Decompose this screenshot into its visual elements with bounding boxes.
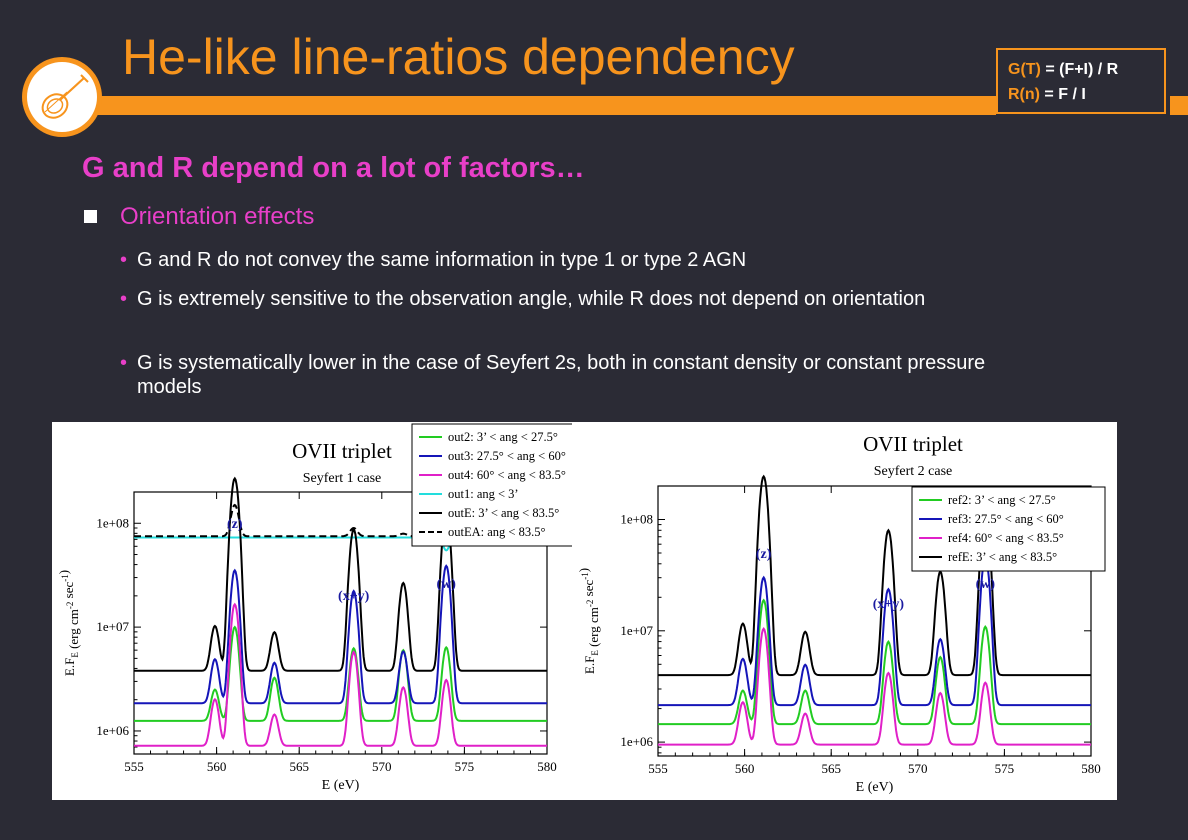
bullet-dot: • xyxy=(120,352,128,374)
legend-entry: refE: 3’ < ang < 83.5° xyxy=(948,550,1057,564)
y-axis-label-part: -2 xyxy=(585,600,595,608)
legend-entry: out1: ang < 3’ xyxy=(448,487,519,501)
legend-entry: outEA: ang < 83.5° xyxy=(448,525,545,539)
peak-label: (z) xyxy=(756,547,772,562)
y-axis-label-part: -2 xyxy=(65,602,75,610)
x-tick-label: 575 xyxy=(455,759,475,774)
series-line xyxy=(134,602,547,747)
y-axis-label-part: -1 xyxy=(580,572,590,580)
series-line xyxy=(658,554,1091,707)
legend-entry: out3: 27.5° < ang < 60° xyxy=(448,449,566,463)
x-tick-label: 570 xyxy=(908,761,928,776)
y-axis-label: E.FE (erg cm-2 sec-1) xyxy=(576,568,601,674)
g-formula: G(T) = (F+I) / R xyxy=(1008,57,1164,82)
peak-label: (z) xyxy=(227,517,243,532)
x-tick-label: 560 xyxy=(735,761,755,776)
header-bar-end xyxy=(1170,96,1188,115)
y-axis-label-part: -1 xyxy=(60,574,70,582)
logo-inner xyxy=(27,62,97,132)
series-line xyxy=(134,503,547,538)
peak-label: (x+y) xyxy=(873,597,905,612)
bullet-dot: • xyxy=(120,249,128,271)
bullet-text: G and R do not convey the same informati… xyxy=(137,249,747,271)
y-tick-label: 1e+07 xyxy=(620,623,653,638)
legend-entry: ref4: 60° < ang < 83.5° xyxy=(948,531,1064,545)
y-axis-label-part: sec xyxy=(61,582,76,602)
chart-subtitle: Seyfert 1 case xyxy=(303,471,382,486)
section-heading: G and R depend on a lot of factors… xyxy=(82,152,585,184)
y-tick-label: 1e+08 xyxy=(96,515,129,530)
y-tick-label: 1e+06 xyxy=(96,723,129,738)
y-axis-label-part: sec xyxy=(581,580,596,600)
peak-label: (x+y) xyxy=(338,589,370,604)
y-tick-label: 1e+06 xyxy=(620,734,653,749)
plot-frame xyxy=(133,491,548,755)
subheading: Orientation effects xyxy=(120,203,315,230)
series-line xyxy=(134,625,547,722)
y-axis-label-part: E xyxy=(70,652,80,658)
y-tick-label: 1e+08 xyxy=(620,512,653,527)
y-axis-label-part: ) xyxy=(576,568,591,572)
header-bar xyxy=(50,96,996,115)
x-tick-label: 565 xyxy=(821,761,841,776)
y-axis-label: E.FE (erg cm-2 sec-1) xyxy=(56,570,81,676)
figure-panel: OVII triplet Seyfert 1 case 555 560 565 570 57… xyxy=(52,422,1117,800)
peak-label: (w) xyxy=(437,577,457,592)
legend-box xyxy=(911,486,1106,572)
formula-box: G(T) = (F+I) / R R(n) = F / I xyxy=(996,48,1166,114)
y-axis-label-part: ) xyxy=(56,570,71,574)
g-label: G(T) xyxy=(1008,61,1041,78)
bullet-item: • G is extremely sensitive to the observ… xyxy=(120,287,1037,311)
x-tick-label: 570 xyxy=(372,759,392,774)
bullet-item: • G and R do not convey the same informa… xyxy=(120,248,1037,272)
x-axis-label: E (eV) xyxy=(856,780,894,795)
peak-label: (w) xyxy=(976,577,996,592)
bullet-text: G is extremely sensitive to the observat… xyxy=(137,288,926,310)
legend-entry: out2: 3’ < ang < 27.5° xyxy=(448,430,558,444)
logo xyxy=(22,57,102,137)
bullet-text: G is systematically lower in the case of… xyxy=(137,352,986,398)
r-expression: = F / I xyxy=(1039,86,1086,103)
legend-entry: ref2: 3’ < ang < 27.5° xyxy=(948,493,1056,507)
series-line xyxy=(658,626,1091,746)
x-axis-label: E (eV) xyxy=(322,778,360,793)
series-line xyxy=(134,564,547,705)
bullet-item: • G is systematically lower in the case … xyxy=(120,351,1037,399)
legend-entry: out4: 60° < ang < 83.5° xyxy=(448,468,566,482)
x-tick-label: 580 xyxy=(537,759,557,774)
chart-title: OVII triplet xyxy=(863,432,963,456)
chart-title: OVII triplet xyxy=(292,439,392,463)
x-tick-label: 565 xyxy=(289,759,309,774)
y-axis-label-part: E.F xyxy=(62,658,77,676)
legend-entry: ref3: 27.5° < ang < 60° xyxy=(948,512,1064,526)
bullet-dot: • xyxy=(120,288,128,310)
legend-entry: outE: 3’ < ang < 83.5° xyxy=(448,506,559,520)
y-axis-label-part: E xyxy=(590,650,600,656)
seyfert1-chart: OVII triplet Seyfert 1 case 555 560 565 570 57… xyxy=(56,423,572,793)
series-line xyxy=(658,474,1091,677)
r-label: R(n) xyxy=(1008,86,1040,103)
slide-title: He-like line-ratios dependency xyxy=(122,29,795,85)
g-expression: = (F+I) / R xyxy=(1040,61,1119,78)
y-axis-label-part: E.F xyxy=(582,656,597,674)
chart-subtitle: Seyfert 2 case xyxy=(874,464,953,479)
x-tick-label: 560 xyxy=(207,759,227,774)
r-formula: R(n) = F / I xyxy=(1008,82,1164,107)
x-tick-label: 575 xyxy=(995,761,1015,776)
instrument-icon xyxy=(41,74,89,119)
y-axis-label-part: (erg cm xyxy=(66,609,81,652)
plot-frame xyxy=(657,485,1092,757)
x-tick-label: 580 xyxy=(1081,761,1101,776)
series-line xyxy=(134,476,547,672)
x-tick-label: 555 xyxy=(648,761,668,776)
square-bullet-icon xyxy=(84,210,97,223)
series-line xyxy=(658,598,1091,726)
seyfert2-chart: OVII triplet Seyfert 2 case 555 560 565 570 57… xyxy=(576,432,1106,795)
legend-box xyxy=(411,423,572,547)
x-tick-label: 555 xyxy=(124,759,144,774)
y-tick-label: 1e+07 xyxy=(96,619,129,634)
y-axis-label-part: (erg cm xyxy=(586,607,601,650)
